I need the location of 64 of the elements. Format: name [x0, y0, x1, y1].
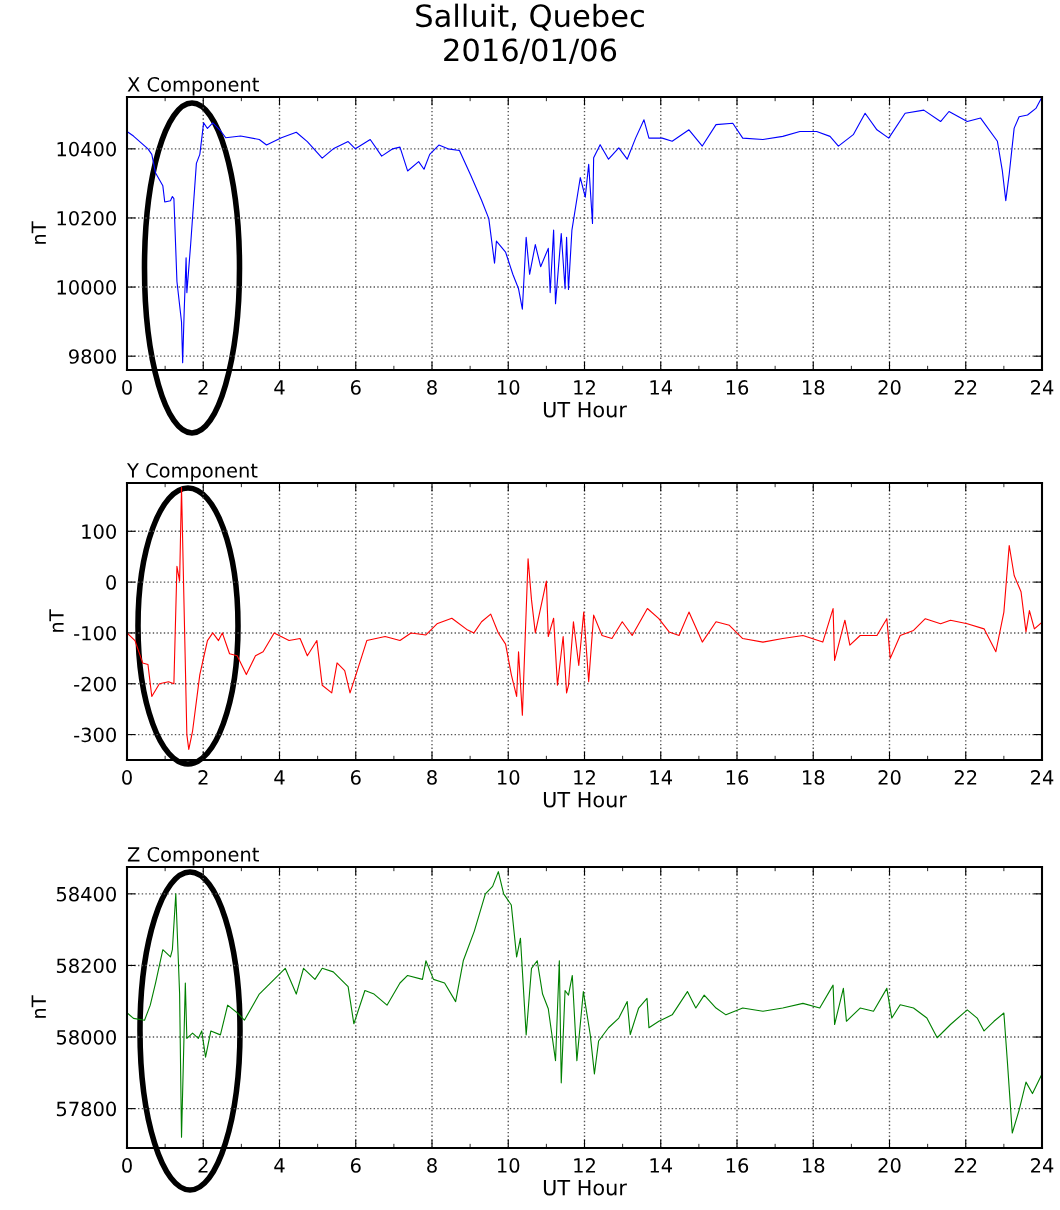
y-tick-label: 10400 [57, 141, 116, 157]
x-tick-label: 14 [650, 1158, 673, 1173]
x-tick-label: 0 [122, 380, 132, 395]
x-tick-label: 10 [498, 380, 520, 395]
x-tick-label: 16 [726, 380, 749, 395]
x-tick-label: 6 [350, 770, 361, 785]
x-tick-label: 2 [198, 380, 208, 395]
x-tick-label: 14 [650, 770, 673, 785]
x-tick-label: 10 [498, 1158, 520, 1173]
line-series [127, 871, 1042, 1138]
x-tick-label: 0 [122, 1158, 132, 1173]
x-tick-label: 12 [574, 1158, 595, 1173]
x-tick-label: 8 [427, 380, 437, 395]
x-tick-label: 24 [1031, 380, 1054, 395]
x-axis-title: UT Hour [543, 1179, 627, 1196]
x-tick-label: 24 [1031, 770, 1054, 785]
y-axis-title: nT [31, 221, 46, 244]
x-tick-label: 6 [350, 1158, 361, 1173]
y-tick-label: -100 [74, 625, 116, 641]
x-tick-label: 22 [954, 770, 977, 785]
y-tick-label: 10200 [57, 210, 116, 226]
x-tick-label: 12 [574, 770, 595, 785]
x-tick-label: 6 [350, 380, 361, 395]
x-tick-label: 18 [803, 770, 825, 785]
x-tick-label: 20 [878, 770, 901, 785]
y-tick-label: 100 [82, 524, 116, 539]
chart-subtitle: Z Component [127, 847, 259, 866]
y-tick-label: 10000 [57, 280, 116, 295]
line-series [127, 487, 1042, 750]
y-tick-label: 58400 [56, 886, 116, 902]
x-tick-label: 8 [427, 1158, 437, 1173]
x-tick-label: 12 [574, 380, 595, 395]
chart-subtitle: X Component [127, 77, 259, 96]
x-tick-label: 2 [198, 1158, 208, 1173]
x-tick-label: 18 [803, 380, 825, 395]
x-tick-label: 4 [274, 1158, 285, 1173]
y-tick-label: 9800 [69, 349, 116, 364]
x-tick-label: 16 [726, 1158, 749, 1173]
x-tick-label: 2 [198, 770, 208, 785]
x-tick-label: 4 [274, 380, 285, 395]
x-tick-label: 20 [878, 1158, 901, 1173]
y-tick-label: 58200 [56, 958, 116, 974]
x-axis-title: UT Hour [543, 791, 627, 808]
x-tick-label: 22 [954, 380, 977, 395]
x-tick-label: 18 [803, 1158, 825, 1173]
y-tick-label: -300 [74, 727, 116, 743]
y-tick-label: 57800 [56, 1101, 116, 1117]
x-axis-title: UT Hour [543, 401, 627, 418]
y-axis-title: nT [31, 995, 46, 1018]
x-tick-label: 22 [954, 1158, 977, 1173]
x-tick-label: 0 [122, 770, 132, 785]
x-tick-label: 4 [274, 770, 285, 785]
chart-subtitle: Y Component [126, 463, 258, 482]
x-tick-label: 14 [650, 380, 673, 395]
y-tick-label: 58000 [56, 1029, 116, 1045]
x-tick-label: 10 [498, 770, 520, 785]
x-tick-label: 24 [1031, 1158, 1054, 1173]
chart-title: Salluit, Quebec 2016/01/06 [416, 3, 644, 64]
x-tick-label: 8 [427, 770, 437, 785]
x-tick-label: 20 [878, 380, 901, 395]
y-axis-title: nT [49, 609, 64, 632]
y-tick-label: -200 [74, 676, 116, 692]
x-tick-label: 16 [726, 770, 749, 785]
y-tick-label: 0 [106, 575, 116, 590]
